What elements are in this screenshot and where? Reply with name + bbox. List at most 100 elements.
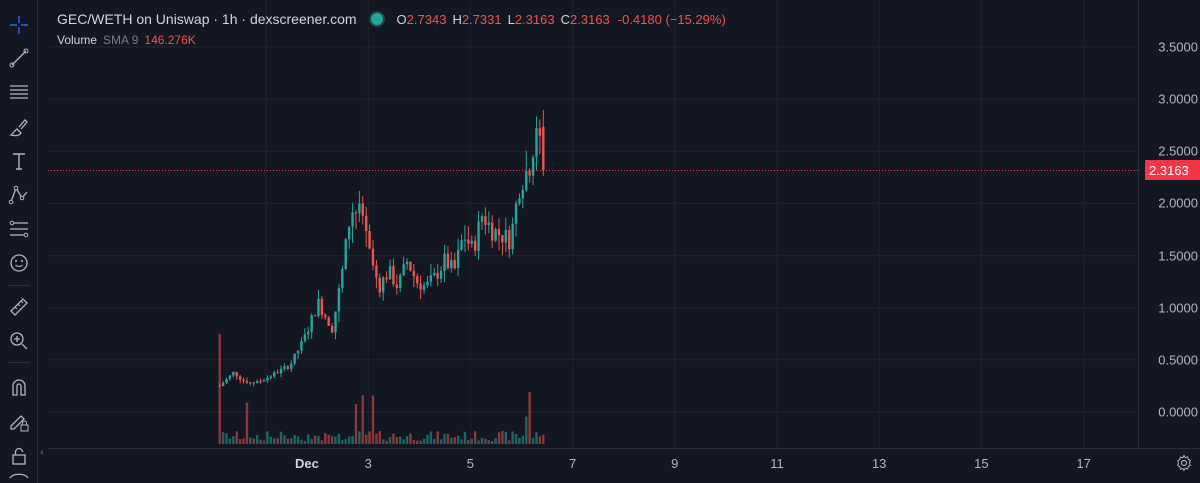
pattern-icon[interactable] [4,180,34,210]
candle-body [351,212,354,227]
candle-body [480,216,484,222]
price-axis[interactable]: 0.0000 0.5000 1.0000 1.5000 2.0000 2.5000 3.00… [1138,0,1200,448]
candle-body [296,350,300,354]
ohlc-low: 2.3163 [514,11,555,27]
chart-legend: GEC/WETH on Uniswap · 1h · dexscreener.c… [57,10,726,28]
text-icon[interactable] [4,146,34,176]
volume-bar [273,438,276,444]
candle-body [439,270,443,279]
ruler-icon[interactable] [4,292,34,322]
candle-body [463,239,467,241]
candle-body [429,275,433,282]
crosshair-icon[interactable] [4,10,34,40]
lock-drawing-icon[interactable] [4,407,34,437]
time-tick-label: 13 [871,456,887,471]
volume-bar [422,438,426,444]
candle-body [368,230,371,249]
magnet-icon[interactable] [4,372,34,402]
candle-body [307,331,310,335]
eye-icon[interactable] [4,472,34,483]
candle-body [538,128,542,136]
brush-icon[interactable] [4,112,34,142]
candle-body [245,381,249,383]
ohlc-high: 2.7331 [461,11,502,27]
price-tick-label: 3.5000 [1158,39,1198,55]
lock-icon[interactable] [4,441,34,471]
candle-body [385,277,388,280]
volume-bar [497,432,501,444]
time-axis[interactable]: Dec 3 5 7 9 11 13 15 17 [48,448,1200,483]
volume-bar [446,433,450,444]
candle-body [395,284,399,289]
candle-body [358,203,361,214]
trend-line-icon[interactable] [4,43,34,73]
volume-bar [324,433,327,444]
candle-body [238,376,242,380]
volume-bar [504,431,508,444]
candle-body [494,229,497,241]
symbol-title[interactable]: GEC/WETH on Uniswap · 1h · dexscreener.c… [57,11,357,27]
time-tick-label: 15 [974,456,989,471]
volume-bar [399,436,402,444]
volume-bar [347,436,351,444]
candle-body [477,221,480,251]
price-chart[interactable] [48,0,1138,448]
candle-body [324,314,327,318]
candle-body [456,249,460,269]
volume-bar [228,438,232,444]
candle-body [525,171,528,191]
volume-bar [307,434,310,444]
volume-bar [538,436,542,444]
volume-bar [358,431,361,444]
candle-body [371,248,375,266]
candle-body [453,260,456,269]
volume-bar [361,395,364,444]
volume-bar [450,437,453,444]
candle-body [419,283,422,290]
volume-label[interactable]: Volume [57,33,98,47]
candle-body [402,264,405,276]
candle-body [235,371,238,377]
volume-bar [508,440,511,444]
candle-body [528,171,531,176]
zoom-in-icon[interactable] [4,326,34,356]
candle-body [501,235,504,243]
volume-bar [416,440,419,444]
volume-bar [405,435,409,444]
candle-body [531,157,535,176]
candle-body [242,379,245,382]
candle-body [259,381,262,383]
candle-body [290,363,293,369]
candle-body [262,380,266,382]
volume-bar [283,435,286,444]
horizontal-lines-icon[interactable] [4,77,34,107]
fib-icon[interactable] [4,214,34,244]
candle-body [416,276,419,284]
ohlc-key: L [507,11,515,27]
emoji-icon[interactable] [4,248,34,278]
volume-bar [320,440,324,444]
volume-bar [344,439,347,444]
price-tick-label: 0.5000 [1158,352,1198,368]
candle-body [330,325,334,333]
volume-bar [327,434,330,444]
volume-bar [378,431,381,444]
candle-body [225,379,228,383]
volume-bar [528,392,531,444]
volume-bar [375,433,378,444]
candle-body [361,203,364,216]
volume-bar [518,437,521,444]
candle-body [542,126,545,171]
volume-bar [525,416,528,444]
volume-bar [491,440,494,444]
price-tick-label: 1.0000 [1158,300,1198,316]
settings-gear-icon[interactable] [1172,451,1196,475]
volume-bar [232,436,235,444]
candle-body [504,230,508,243]
time-tick-label: 9 [671,456,679,471]
volume-bar [337,433,341,444]
candle-body [347,226,351,240]
candle-body [252,382,255,384]
volume-bar [296,436,300,444]
collapse-toolbar-chevron-icon[interactable]: ‹ [40,446,44,458]
